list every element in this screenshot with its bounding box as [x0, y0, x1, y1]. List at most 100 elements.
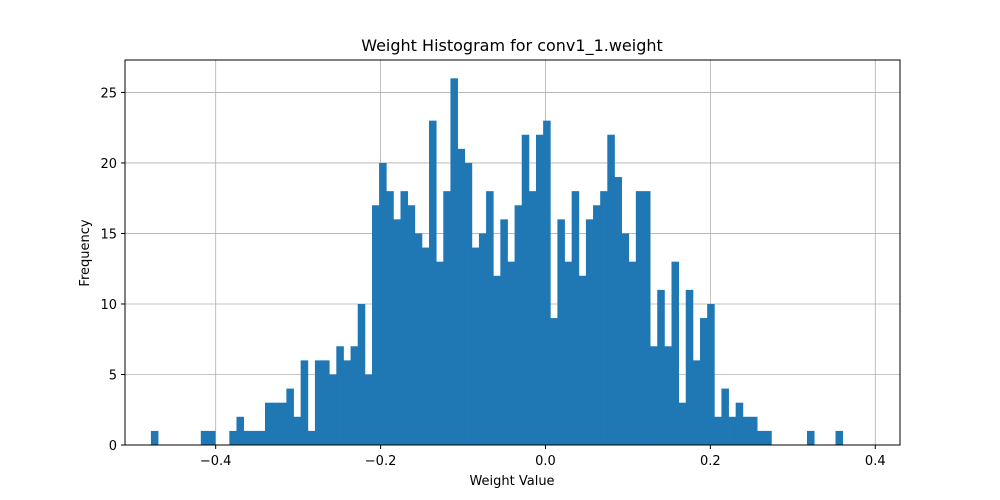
histogram-bar [585, 219, 594, 445]
y-tick-label: 20 [100, 157, 117, 172]
histogram-bar [407, 205, 416, 445]
histogram-bar [200, 430, 209, 445]
x-tick-label: −0.4 [200, 454, 232, 469]
histogram-bar [700, 318, 708, 445]
histogram-bar [543, 120, 551, 445]
histogram-bar [514, 205, 523, 445]
histogram-bar [536, 134, 544, 446]
histogram-bar [350, 346, 359, 445]
histogram-bar [429, 120, 437, 445]
histogram-bar [329, 374, 337, 445]
histogram-bar [621, 233, 630, 445]
x-axis-label: Weight Value [469, 474, 554, 489]
x-tick-label: 0.4 [865, 454, 886, 469]
histogram-bar [272, 402, 280, 445]
histogram-bar [393, 219, 401, 445]
histogram-bar [528, 191, 537, 445]
histogram-bar [714, 416, 722, 445]
histogram-bar [322, 360, 330, 445]
y-axis-ticks: 0 5 10 15 20 25 [100, 86, 125, 454]
y-tick-label: 10 [100, 298, 117, 313]
x-axis-ticks: −0.4 −0.2 0.0 0.2 0.4 [200, 445, 886, 469]
histogram-bar [707, 303, 715, 445]
histogram-bar [457, 148, 466, 445]
histogram-bar [635, 191, 644, 445]
histogram-bar [807, 430, 815, 445]
histogram-bar [500, 219, 508, 445]
histogram-bar [685, 289, 694, 445]
histogram-bar [243, 430, 252, 445]
histogram-bar [678, 402, 687, 445]
histogram-bar [371, 205, 380, 445]
histogram-bar [593, 205, 601, 445]
histogram-bar [749, 416, 758, 445]
histogram-bar [607, 134, 615, 446]
histogram-bar [229, 430, 237, 445]
histogram-bar [507, 261, 515, 445]
histogram-bar [436, 261, 444, 445]
histogram-bar [571, 191, 580, 445]
histogram-bar [386, 191, 394, 445]
x-tick-label: 0.2 [700, 454, 721, 469]
histogram-bar [557, 219, 565, 445]
histogram-bar [307, 430, 316, 445]
histogram-bar [279, 402, 287, 445]
histogram-bar [464, 162, 473, 445]
histogram-bar [600, 191, 608, 445]
histogram-bar [150, 430, 159, 445]
histogram-bar [735, 402, 744, 445]
histogram-bar [293, 416, 302, 445]
histogram-bar [471, 247, 480, 445]
histogram-bar [300, 360, 309, 445]
histogram-bar [364, 374, 373, 445]
x-tick-label: −0.2 [365, 454, 397, 469]
histogram-bar [486, 191, 494, 445]
histogram-bar [207, 430, 216, 445]
histogram-bar [414, 233, 423, 445]
y-tick-label: 25 [100, 86, 117, 101]
histogram-bar [264, 402, 273, 445]
histogram-bar [421, 247, 430, 445]
x-tick-label: 0.0 [535, 454, 556, 469]
y-tick-label: 0 [109, 439, 117, 454]
histogram-bar [742, 416, 751, 445]
histogram-bars [150, 78, 844, 446]
histogram-bar [728, 416, 737, 445]
histogram-bar [250, 430, 259, 445]
histogram-bar [578, 275, 587, 445]
histogram-bar [550, 318, 558, 445]
histogram-bar [478, 233, 487, 445]
histogram-bar [379, 162, 387, 445]
histogram-bar [236, 416, 244, 445]
y-axis-label: Frequency [78, 219, 93, 286]
histogram-bar [314, 360, 323, 445]
histogram-bar [443, 191, 451, 445]
histogram-bar [692, 360, 701, 445]
histogram-bar [564, 261, 573, 445]
histogram-bar [628, 261, 637, 445]
histogram-bar [757, 430, 765, 445]
histogram-bar [400, 191, 409, 445]
histogram-bar [343, 360, 351, 445]
chart-title: Weight Histogram for conv1_1.weight [361, 36, 663, 56]
histogram-bar [357, 303, 366, 445]
plot-frame [124, 59, 901, 446]
histogram-bar [664, 346, 672, 445]
histogram-bar [835, 430, 844, 445]
histogram-bar [642, 191, 651, 445]
y-tick-label: 15 [100, 227, 117, 242]
histogram-bar [521, 134, 530, 446]
histogram-bar [257, 430, 266, 445]
y-tick-label: 5 [109, 368, 117, 383]
histogram-bar [450, 78, 458, 445]
histogram-bar [493, 275, 501, 445]
histogram-bar [614, 177, 622, 446]
histogram-bar [336, 346, 344, 445]
histogram-bar [671, 261, 680, 445]
histogram-bar [764, 430, 772, 445]
histogram-bar [721, 388, 729, 445]
histogram-bar [286, 388, 294, 445]
histogram-bar [650, 346, 658, 445]
histogram-bar [657, 289, 665, 445]
